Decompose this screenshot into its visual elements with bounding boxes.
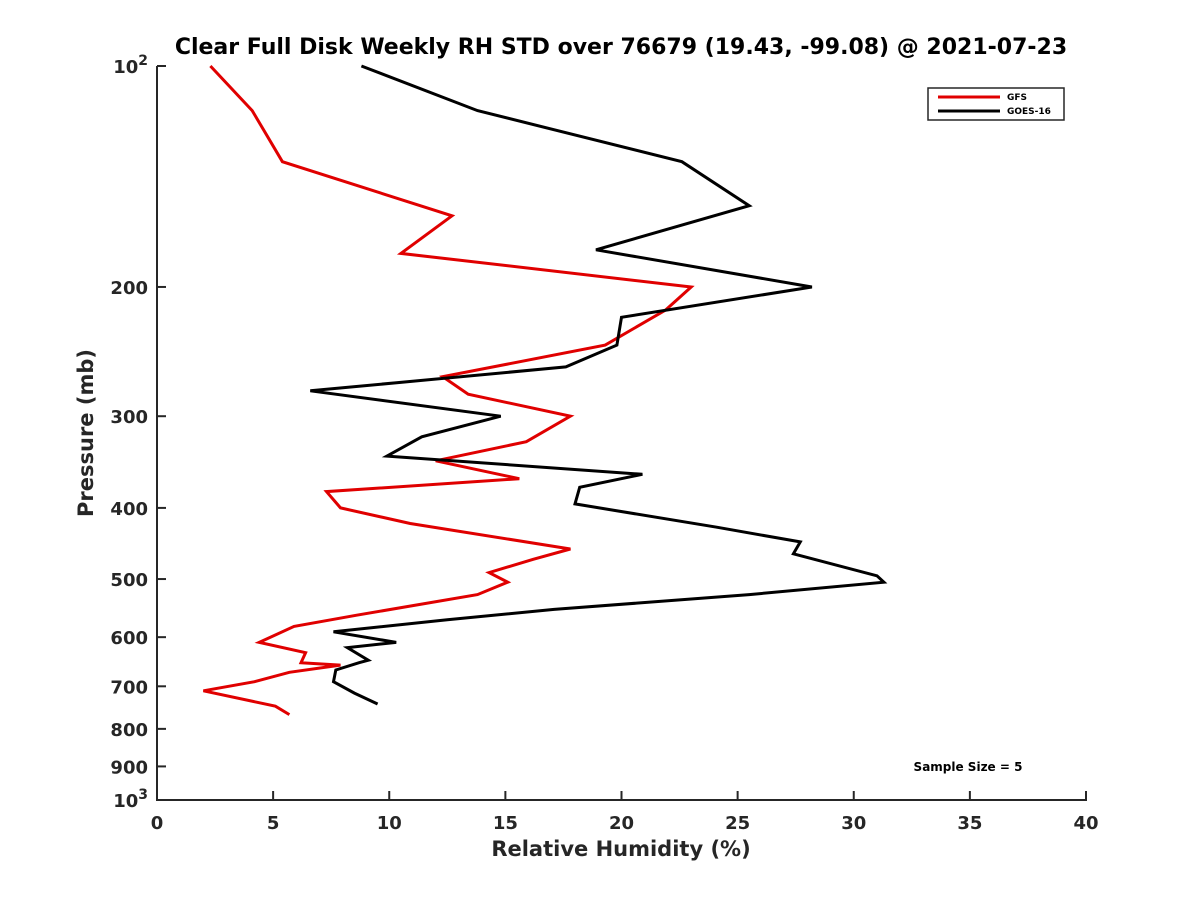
x-tick-label: 40 (1073, 813, 1098, 834)
x-tick-label: 15 (493, 813, 518, 834)
x-tick-label: 5 (267, 813, 280, 834)
chart-title: Clear Full Disk Weekly RH STD over 76679… (175, 35, 1067, 60)
x-axis-label: Relative Humidity (%) (491, 837, 750, 861)
sample-size-annotation: Sample Size = 5 (914, 760, 1023, 774)
y-tick-label: 103 (113, 787, 148, 812)
legend-label: GOES-16 (1007, 107, 1051, 117)
series-line-gfs (203, 64, 695, 716)
x-tick-label: 35 (957, 813, 982, 834)
y-tick-label: 500 (110, 570, 148, 591)
x-tick-label: 30 (841, 813, 866, 834)
series-line-goes-16 (310, 64, 888, 706)
x-tick-label: 20 (609, 813, 634, 834)
y-tick-label: 700 (110, 677, 148, 698)
y-tick-label: 900 (110, 757, 148, 778)
y-tick-label: 300 (110, 407, 148, 428)
legend-box (927, 87, 1065, 121)
y-tick-label: 800 (110, 720, 148, 741)
y-tick-label: 102 (113, 53, 148, 78)
x-tick-label: 10 (377, 813, 402, 834)
axes: 0 5 10 15 20 25 30 35 40 102 200 300 400 500 600 700 800… (110, 53, 1098, 834)
y-tick-label: 400 (110, 499, 148, 520)
x-tick-label: 25 (725, 813, 750, 834)
legend: GFS GOES-16 (927, 87, 1065, 121)
x-tick-label: 0 (151, 813, 164, 834)
y-axis-label: Pressure (mb) (74, 349, 98, 517)
legend-label: GFS (1007, 93, 1027, 103)
series-layer (203, 64, 888, 716)
y-tick-label: 600 (110, 628, 148, 649)
y-tick-label: 200 (110, 278, 148, 299)
